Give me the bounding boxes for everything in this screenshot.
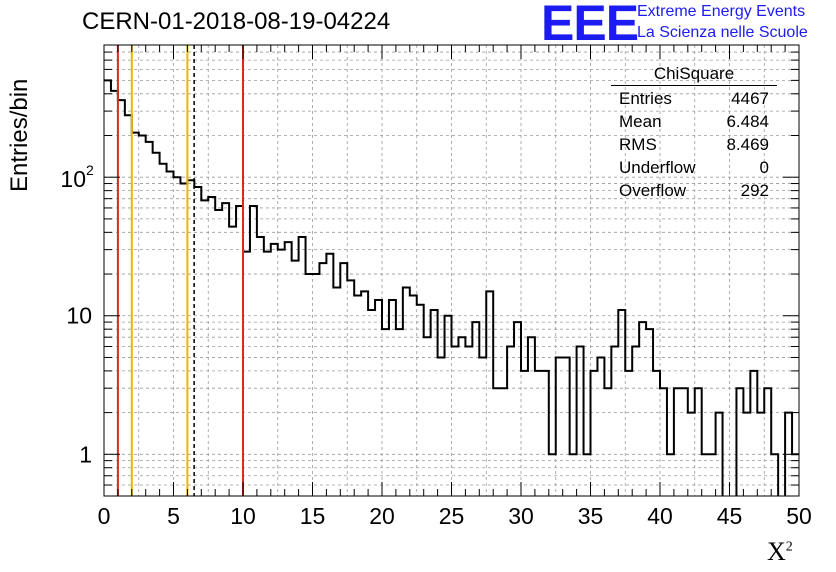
- x-tick-label: 5: [167, 503, 180, 529]
- eee-logo: EEE: [541, 0, 639, 51]
- logo-subtitle-1: Extreme Energy Events: [637, 3, 806, 20]
- y-tick-label: 1: [79, 441, 92, 467]
- x-tick-label: 35: [578, 503, 604, 529]
- x-tick-label: 0: [98, 503, 111, 529]
- x-tick-label: 40: [647, 503, 673, 529]
- stats-row-entries: Entries 4467: [619, 89, 769, 108]
- stats-box: ChiSquare Entries 4467 Mean 6.484 RMS 8.469…: [611, 64, 777, 202]
- logo-subtitle-2: La Scienza nelle Scuole: [637, 24, 808, 41]
- x-tick-label: 20: [369, 503, 395, 529]
- x-tick-label: 25: [439, 503, 465, 529]
- stats-row-rms: RMS 8.469: [619, 135, 769, 154]
- x-tick-label: 50: [786, 503, 812, 529]
- x-axis-label: X2: [767, 537, 793, 566]
- x-tick-label: 10: [230, 503, 256, 529]
- x-tick-label: 45: [717, 503, 743, 529]
- x-tick-label: 30: [508, 503, 534, 529]
- chart-title: CERN-01-2018-08-19-04224: [82, 8, 391, 35]
- x-tick-label: 15: [300, 503, 326, 529]
- histogram-steps: [104, 79, 799, 496]
- y-tick-label: 10: [60, 166, 86, 192]
- y-tick-label: 10: [66, 303, 92, 329]
- stats-row-overflow: Overflow 292: [619, 181, 769, 200]
- stats-row-underflow: Underflow 0: [619, 158, 769, 177]
- stats-title: ChiSquare: [611, 64, 777, 86]
- stats-row-mean: Mean 6.484: [619, 112, 769, 131]
- y-axis-label: Entries/bin: [6, 78, 33, 192]
- y-tick-label-exponent: 2: [86, 162, 94, 178]
